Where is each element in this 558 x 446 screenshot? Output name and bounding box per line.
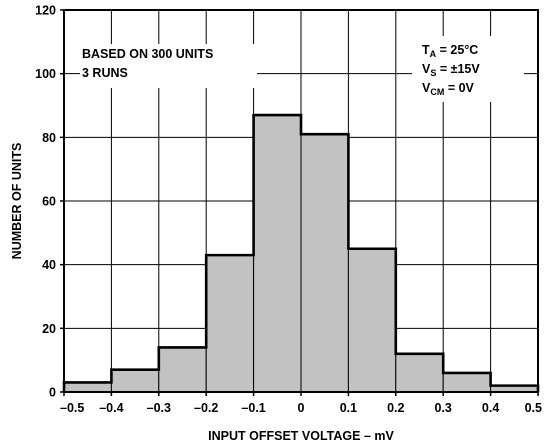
annotation-right-background [412,36,524,102]
x-tick-label: 0 [298,401,305,415]
x-tick-label: –0.4 [99,401,123,415]
y-tick-label: 80 [42,131,56,145]
histogram-bar [300,133,349,393]
histogram-bar [63,381,112,393]
annotation-supply-voltage: VS = ±15V [422,62,480,78]
y-tick-label: 60 [42,195,56,209]
annotation-units-count: BASED ON 300 UNITS [82,47,213,61]
y-tick-label: 20 [42,322,56,336]
annotation-common-mode-voltage: VCM = 0V [422,81,475,97]
histogram-bar [347,248,397,393]
y-tick-label: 0 [49,386,56,400]
x-axis-label: INPUT OFFSET VOLTAGE – mV [208,429,394,443]
x-tick-label: 0.3 [435,401,452,415]
x-tick-label: 0.4 [482,401,499,415]
x-tick-label: –0.3 [147,401,171,415]
y-tick-label: 120 [35,4,56,18]
histogram-bar [110,369,160,393]
x-tick-label: 0.2 [387,401,404,415]
x-tick-label: 0.1 [340,401,357,415]
histogram-bar [442,372,492,393]
y-tick-labels: 0 20 40 60 80 100 120 [35,4,56,400]
y-axis-label: NUMBER OF UNITS [10,143,24,260]
annotation-ambient-temp: TA = 25°C [422,43,478,59]
x-tick-label: 0.5 [525,401,542,415]
x-tick-label: –0.2 [194,401,218,415]
x-tick-labels: –0.5 –0.4 –0.3 –0.2 –0.1 0 0.1 0.2 0.3 0.4 0.5 [60,401,542,415]
histogram-outline [62,113,540,392]
annotation-runs: 3 RUNS [82,66,128,80]
x-tick-label: –0.1 [241,401,265,415]
histogram-bar [158,346,207,393]
x-tick-label: –0.5 [60,401,84,415]
histogram-bar [395,353,444,393]
histogram-bars [63,114,539,393]
y-tick-label: 40 [42,258,56,272]
annotation-left-background [80,44,257,88]
tick-marks [60,9,539,396]
histogram-bar [253,114,302,393]
histogram-bar [205,254,255,393]
y-tick-label: 100 [35,67,56,81]
